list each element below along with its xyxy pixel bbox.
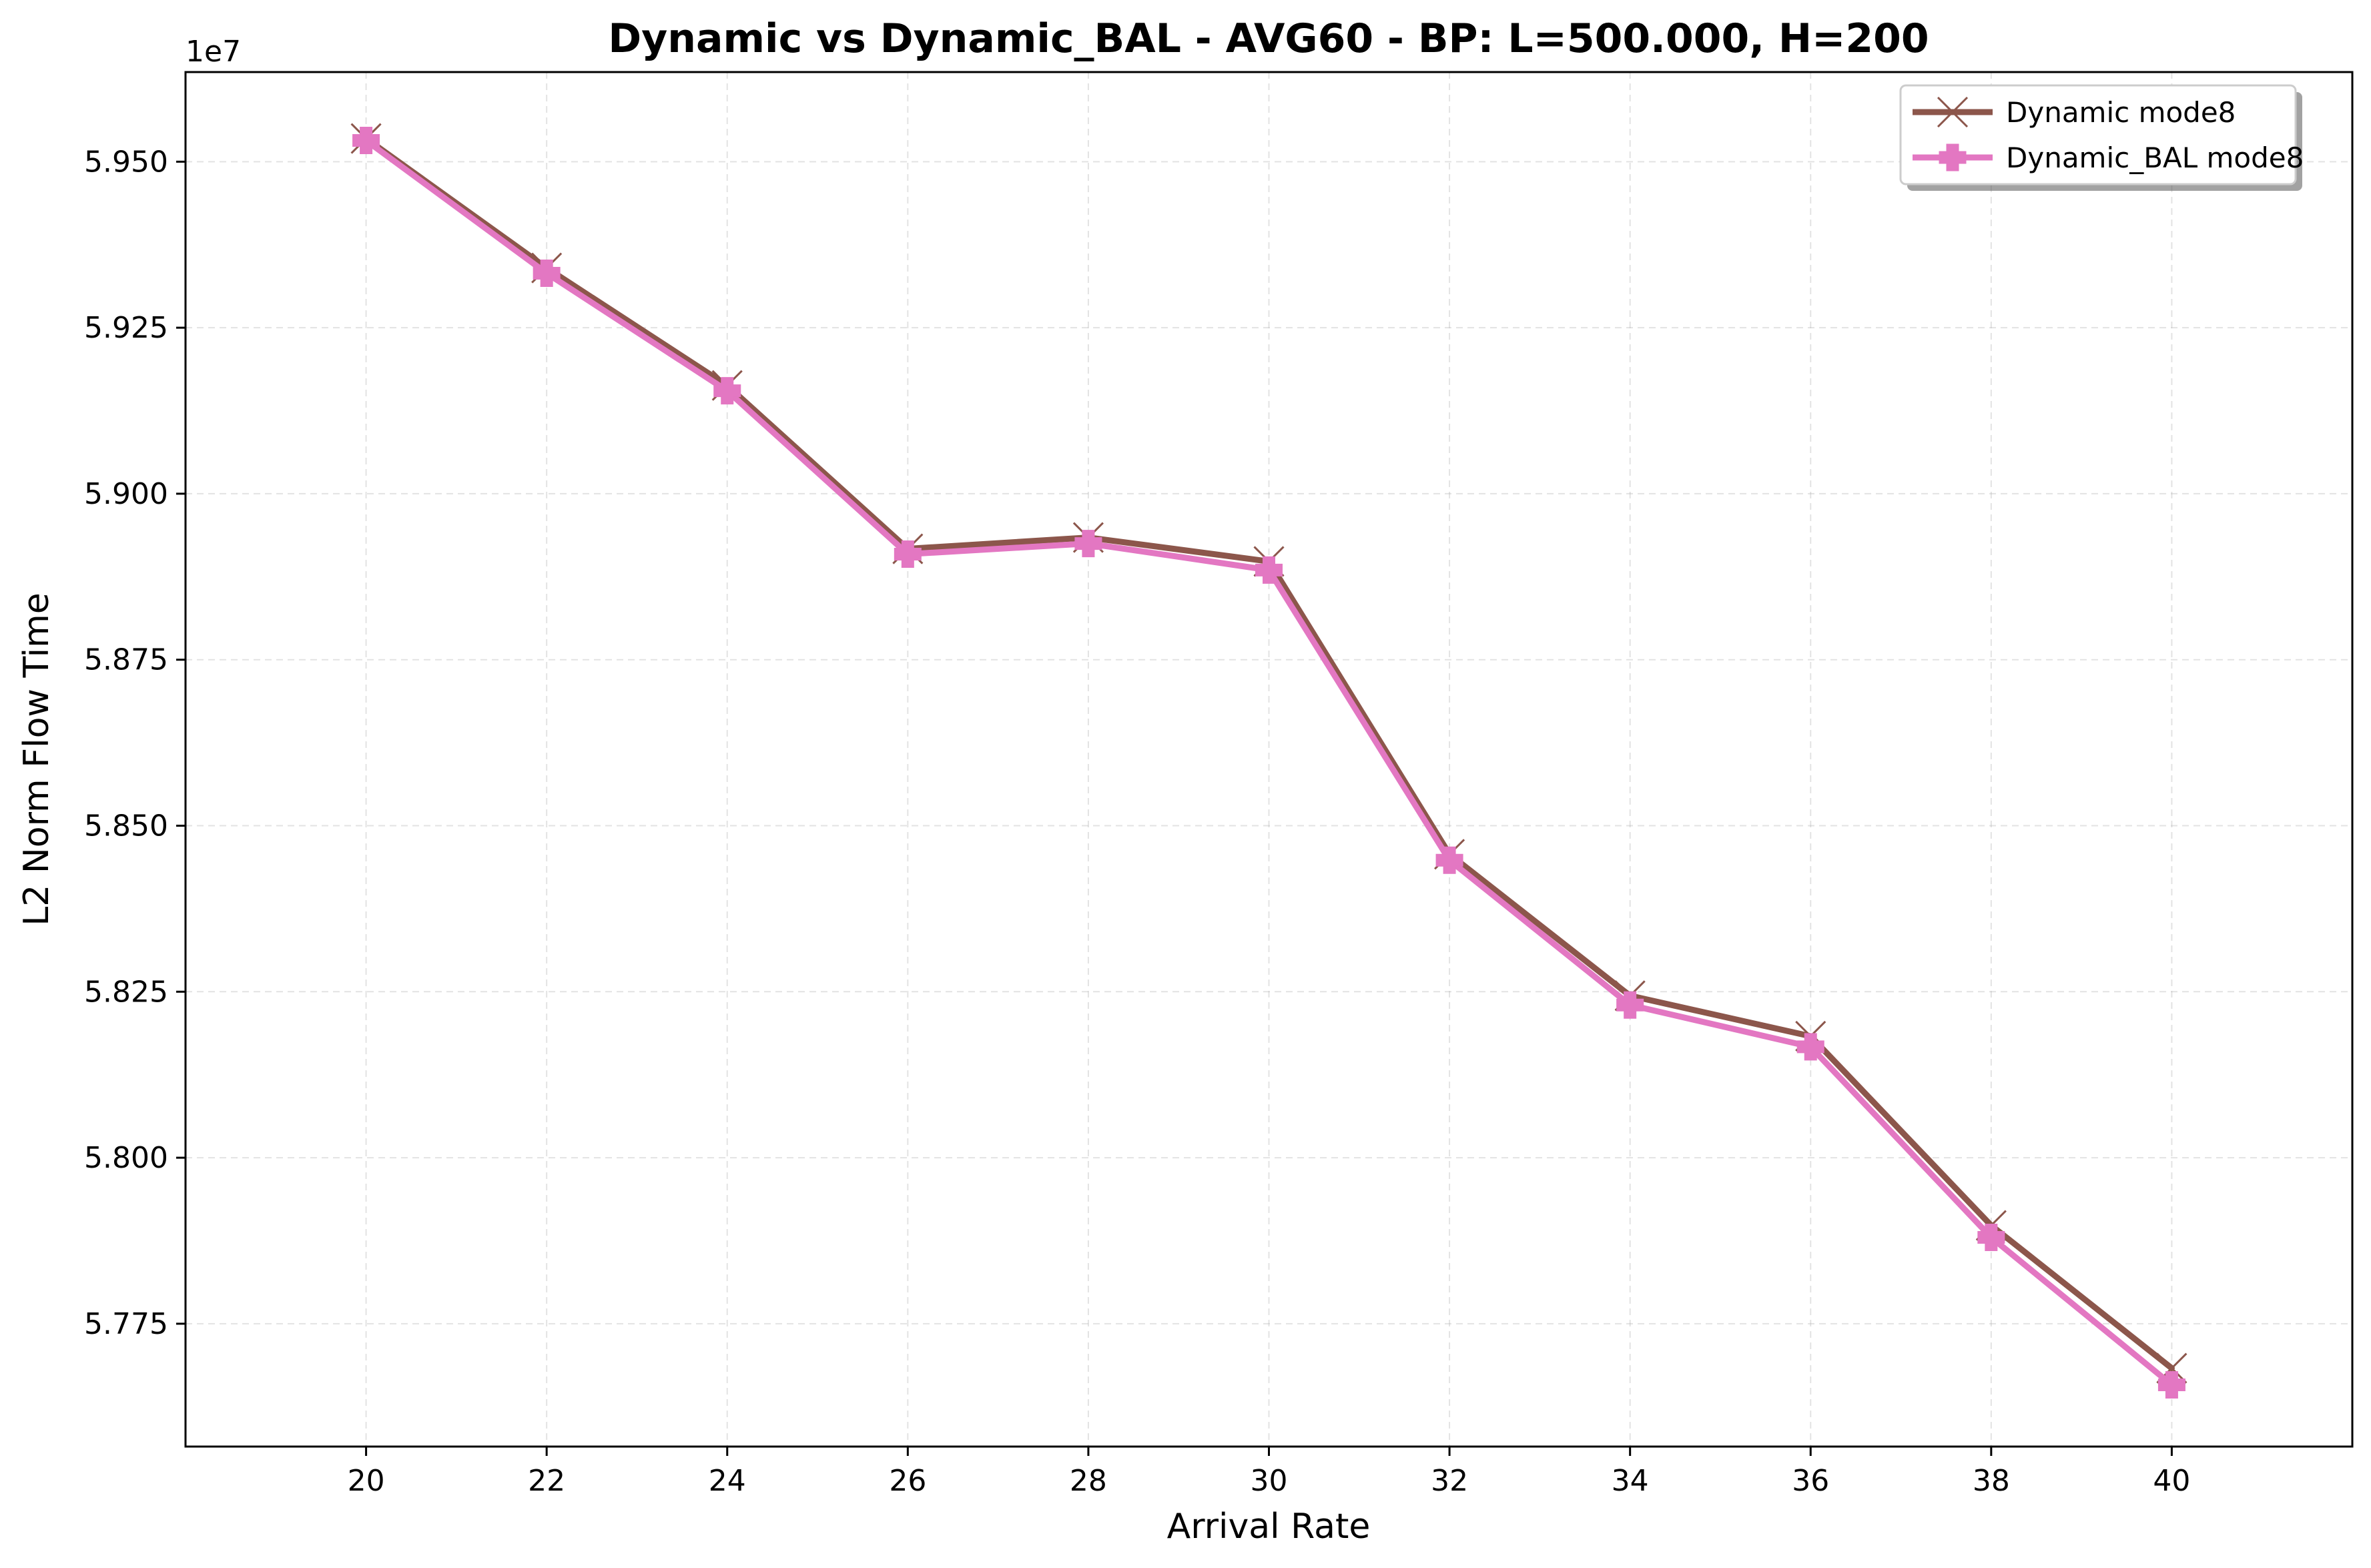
- x-tick-label: 30: [1251, 1464, 1288, 1498]
- x-tick-label: 24: [709, 1464, 746, 1498]
- data-point: [1074, 530, 1102, 558]
- y-tick-label: 5.900: [84, 477, 168, 511]
- marker-stroke: [1937, 96, 1969, 128]
- legend-label: Dynamic mode8: [2006, 96, 2236, 129]
- x-tick-label: 20: [348, 1464, 385, 1498]
- series-2: [352, 127, 2185, 1399]
- legend: Dynamic mode8 Dynamic_BAL mode8: [1899, 84, 2304, 191]
- legend-label: Dynamic_BAL mode8: [2006, 141, 2304, 174]
- data-point: [1435, 846, 1463, 874]
- x-tick-label: 22: [528, 1464, 565, 1498]
- x-tick-label: 28: [1070, 1464, 1107, 1498]
- y-axis: 5.775 5.800 5.825 5.850 5.875 5.900 5.925 5.950: [84, 145, 186, 1341]
- x-tick-label: 40: [2153, 1464, 2190, 1498]
- y-tick-label: 5.825: [84, 975, 168, 1009]
- data-point: [1255, 556, 1283, 584]
- y-tick-label: 5.875: [84, 643, 168, 677]
- x-axis: 20 22 24 26 28 30 32 34 36 38 40: [348, 1447, 2190, 1498]
- x-tick-label: 32: [1431, 1464, 1468, 1498]
- data-point: [894, 540, 922, 568]
- x-axis-label: Arrival Rate: [1167, 1507, 1371, 1547]
- y-tick-label: 5.925: [84, 311, 168, 345]
- series-layer: [350, 123, 2187, 1399]
- legend-marker: [1939, 143, 1967, 171]
- x-tick-label: 38: [1973, 1464, 2010, 1498]
- y-axis-label: L2 Norm Flow Time: [17, 593, 57, 925]
- data-point: [1796, 1033, 1824, 1061]
- data-point: [352, 127, 380, 155]
- data-point: [713, 377, 741, 405]
- data-point: [533, 260, 561, 288]
- y-tick-label: 5.950: [84, 145, 168, 179]
- y-offset-label: 1e7: [186, 35, 241, 69]
- x-tick-label: 36: [1792, 1464, 1829, 1498]
- legend-item: Dynamic_BAL mode8: [1913, 141, 2304, 174]
- y-tick-label: 5.775: [84, 1307, 168, 1341]
- legend-item: Dynamic mode8: [1913, 96, 2236, 129]
- x-tick-label: 34: [1612, 1464, 1649, 1498]
- y-tick-label: 5.850: [84, 809, 168, 843]
- x-tick-label: 26: [889, 1464, 926, 1498]
- legend-marker: [1937, 96, 1969, 128]
- legend-box: [1899, 84, 2297, 185]
- y-tick-label: 5.800: [84, 1141, 168, 1175]
- data-point: [1977, 1224, 2005, 1252]
- data-point: [1616, 991, 1644, 1019]
- data-point: [2157, 1370, 2185, 1399]
- chart-title: Dynamic vs Dynamic_BAL - AVG60 - BP: L=5…: [608, 15, 1929, 62]
